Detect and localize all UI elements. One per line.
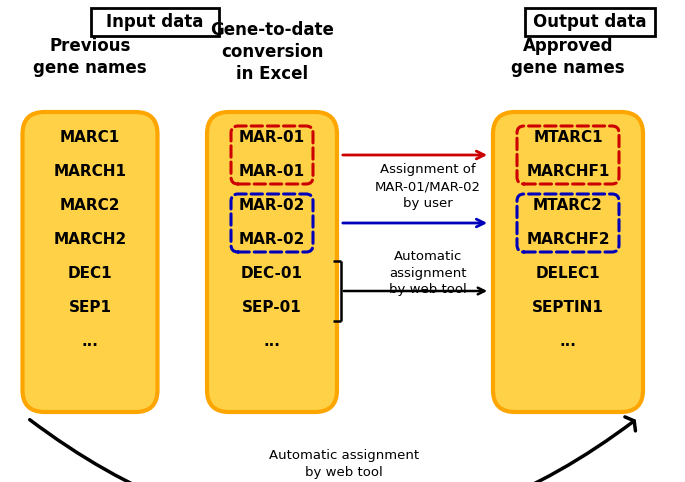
- Text: MTARC1: MTARC1: [533, 131, 603, 146]
- Text: Automatic assignment
by web tool: Automatic assignment by web tool: [269, 449, 419, 479]
- FancyBboxPatch shape: [23, 112, 158, 412]
- Text: MARCHF1: MARCHF1: [526, 164, 610, 179]
- Text: MAR-02: MAR-02: [239, 232, 306, 247]
- FancyBboxPatch shape: [493, 112, 643, 412]
- Text: Approved
gene names: Approved gene names: [511, 37, 625, 77]
- Text: Gene-to-date
conversion
in Excel: Gene-to-date conversion in Excel: [210, 21, 334, 83]
- Text: Automatic
assignment
by web tool: Automatic assignment by web tool: [389, 250, 467, 296]
- FancyBboxPatch shape: [207, 112, 337, 412]
- Text: MARCH1: MARCH1: [53, 164, 127, 179]
- Text: MARCH2: MARCH2: [53, 232, 127, 247]
- Text: Assignment of
MAR-01/MAR-02
by user: Assignment of MAR-01/MAR-02 by user: [375, 163, 481, 211]
- Text: MAR-01: MAR-01: [239, 164, 305, 179]
- Text: MAR-02: MAR-02: [239, 199, 306, 214]
- Text: SEP-01: SEP-01: [242, 300, 302, 316]
- Text: DEC1: DEC1: [68, 267, 112, 281]
- Text: DELEC1: DELEC1: [536, 267, 600, 281]
- FancyBboxPatch shape: [91, 8, 219, 36]
- Text: Output data: Output data: [533, 13, 647, 31]
- Text: ...: ...: [82, 335, 99, 349]
- Text: MARC2: MARC2: [60, 199, 121, 214]
- Text: Previous
gene names: Previous gene names: [33, 37, 147, 77]
- Text: DEC-01: DEC-01: [241, 267, 303, 281]
- Text: ...: ...: [560, 335, 577, 349]
- Text: SEPTIN1: SEPTIN1: [532, 300, 604, 316]
- Text: SEP1: SEP1: [68, 300, 112, 316]
- Text: MARCHF2: MARCHF2: [526, 232, 610, 247]
- Text: MARC1: MARC1: [60, 131, 120, 146]
- FancyBboxPatch shape: [525, 8, 655, 36]
- Text: MTARC2: MTARC2: [533, 199, 603, 214]
- Text: Input data: Input data: [106, 13, 203, 31]
- Text: MAR-01: MAR-01: [239, 131, 305, 146]
- Text: ...: ...: [264, 335, 280, 349]
